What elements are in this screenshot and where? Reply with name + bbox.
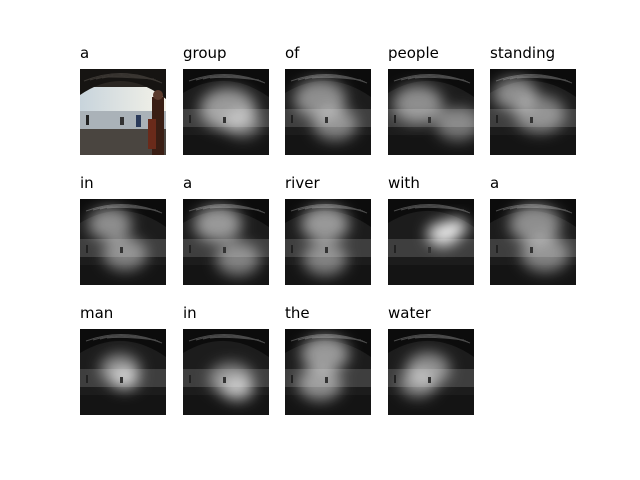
attention-map xyxy=(80,329,166,415)
original-photo xyxy=(80,69,166,155)
word-label: man xyxy=(80,304,114,322)
attention-map xyxy=(490,199,576,285)
word-label: water xyxy=(388,304,431,322)
word-label: people xyxy=(388,44,439,62)
attention-map xyxy=(183,329,269,415)
word-label: with xyxy=(388,174,420,192)
word-label: group xyxy=(183,44,227,62)
word-label: in xyxy=(80,174,94,192)
word-label: in xyxy=(183,304,197,322)
word-label: a xyxy=(80,44,90,62)
word-label: of xyxy=(285,44,300,62)
attention-map xyxy=(388,69,474,155)
attention-map xyxy=(490,69,576,155)
word-label: a xyxy=(183,174,193,192)
attention-map xyxy=(285,69,371,155)
word-label: a xyxy=(490,174,500,192)
word-label: standing xyxy=(490,44,556,62)
attention-map xyxy=(183,199,269,285)
attention-map xyxy=(183,69,269,155)
word-label: the xyxy=(285,304,310,322)
attention-map xyxy=(388,199,474,285)
attention-map xyxy=(285,329,371,415)
word-label: river xyxy=(285,174,320,192)
attention-map xyxy=(80,199,166,285)
attention-map xyxy=(285,199,371,285)
attention-map xyxy=(388,329,474,415)
